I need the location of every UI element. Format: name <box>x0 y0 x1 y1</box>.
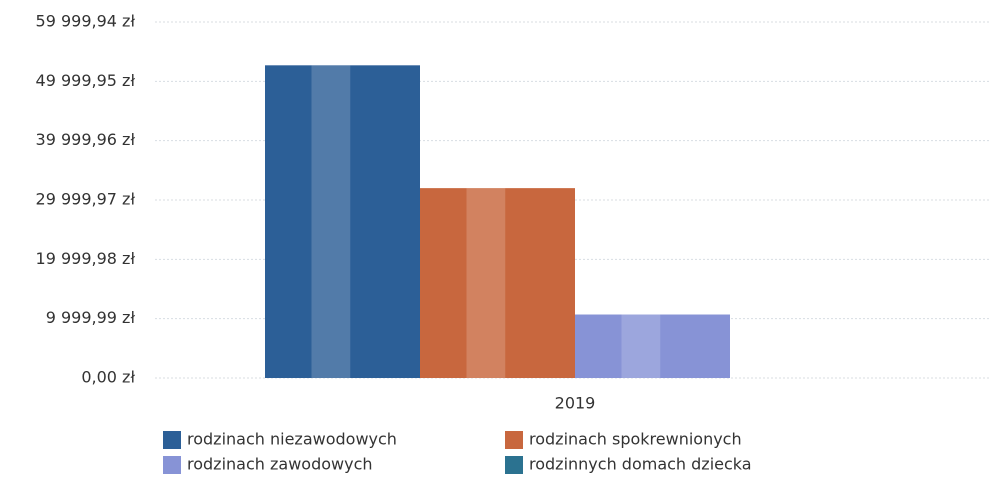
y-tick-label: 0,00 zł <box>81 368 135 387</box>
legend-label: rodzinnych domach dziecka <box>529 455 752 474</box>
y-tick-label: 59 999,94 zł <box>36 12 136 31</box>
bar-shine <box>621 314 661 378</box>
y-tick-label: 29 999,97 zł <box>36 190 136 209</box>
bar-shine <box>311 65 351 378</box>
legend-swatch <box>163 431 181 449</box>
bar <box>575 314 730 378</box>
x-tick-label: 2019 <box>555 394 596 413</box>
y-tick-label: 49 999,95 zł <box>36 71 136 90</box>
bar-shine <box>466 188 506 378</box>
bar <box>265 65 420 378</box>
legend-swatch <box>505 431 523 449</box>
y-tick-label: 19 999,98 zł <box>36 249 136 268</box>
legend-swatch <box>163 456 181 474</box>
legend-swatch <box>505 456 523 474</box>
legend-label: rodzinach niezawodowych <box>187 430 397 449</box>
y-tick-label: 39 999,96 zł <box>36 130 136 149</box>
bar <box>420 188 575 378</box>
y-tick-label: 9 999,99 zł <box>46 308 136 327</box>
legend-label: rodzinach zawodowych <box>187 455 373 474</box>
legend-label: rodzinach spokrewnionych <box>529 430 742 449</box>
